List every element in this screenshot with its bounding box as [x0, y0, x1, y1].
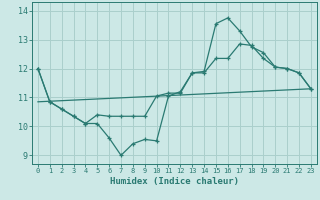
X-axis label: Humidex (Indice chaleur): Humidex (Indice chaleur): [110, 177, 239, 186]
